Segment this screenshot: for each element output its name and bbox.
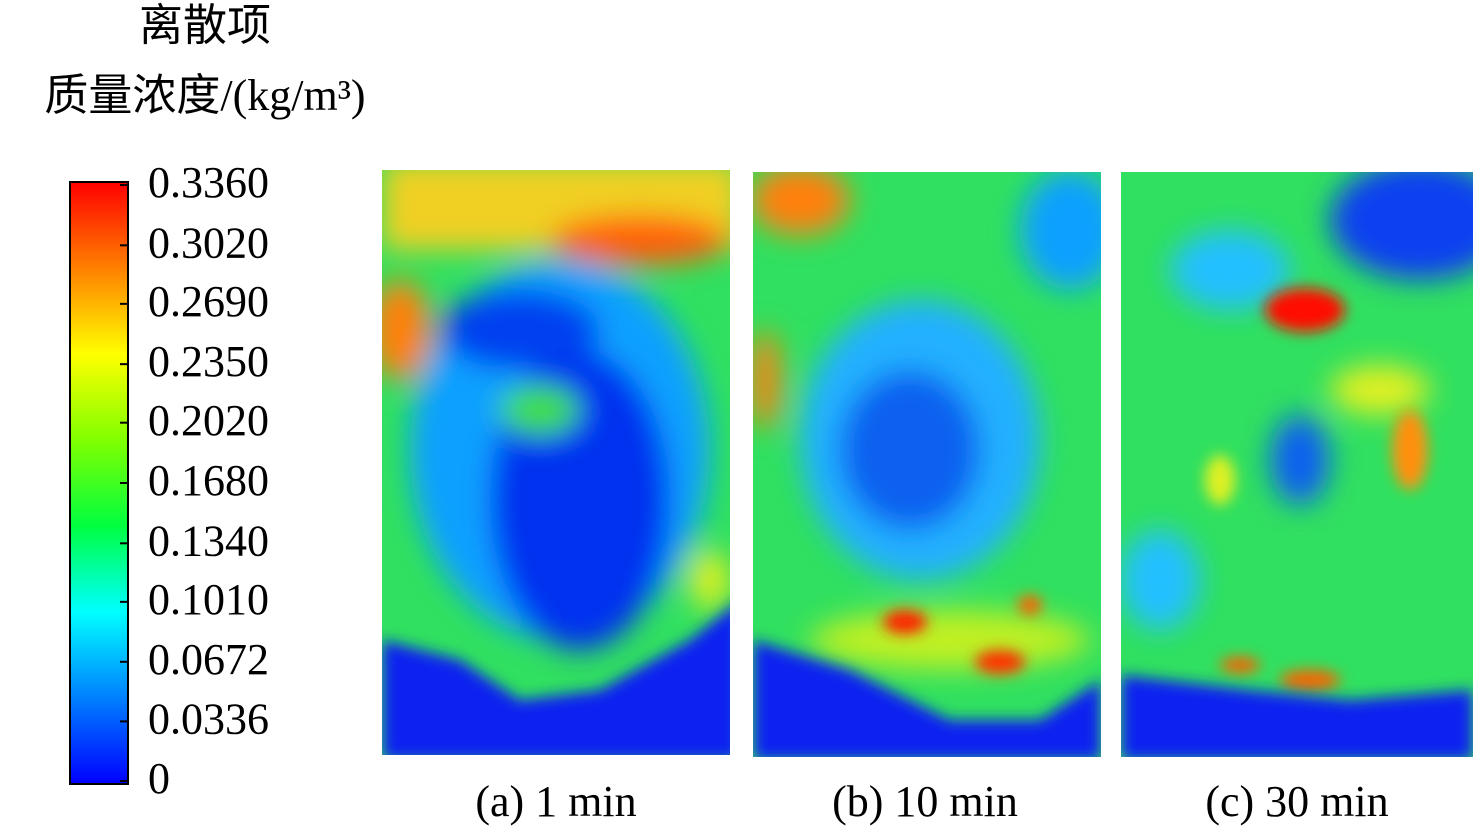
- colorbar-title: 质量浓度/(kg/m³): [44, 71, 365, 120]
- contour-panel: [753, 172, 1101, 757]
- colorbar-title: 离散项: [139, 1, 271, 50]
- colorbar-tick-label: 0.3360: [148, 158, 269, 207]
- colorbar-tick-label: 0.0336: [148, 694, 269, 743]
- colorbar-tick-label: 0.1010: [148, 575, 269, 624]
- colorbar-tick-label: 0.1680: [148, 456, 269, 505]
- panel-caption: (c) 30 min: [1205, 777, 1388, 826]
- colorbar-tick-label: 0: [148, 754, 170, 803]
- contour-panel: [1121, 172, 1473, 757]
- panel-caption: (b) 10 min: [832, 777, 1018, 826]
- colorbar-tick-label: 0.2020: [148, 396, 269, 445]
- contour-panel: [382, 170, 730, 755]
- panel-caption: (a) 1 min: [475, 777, 636, 826]
- colorbar-tick-label: 0.0672: [148, 635, 269, 684]
- colorbar-tick-label: 0.2350: [148, 337, 269, 386]
- colorbar-tick-label: 0.2690: [148, 277, 269, 326]
- colorbar-tick-label: 0.1340: [148, 516, 269, 565]
- colorbar-tick-label: 0.3020: [148, 218, 269, 267]
- colorbar: [69, 181, 129, 785]
